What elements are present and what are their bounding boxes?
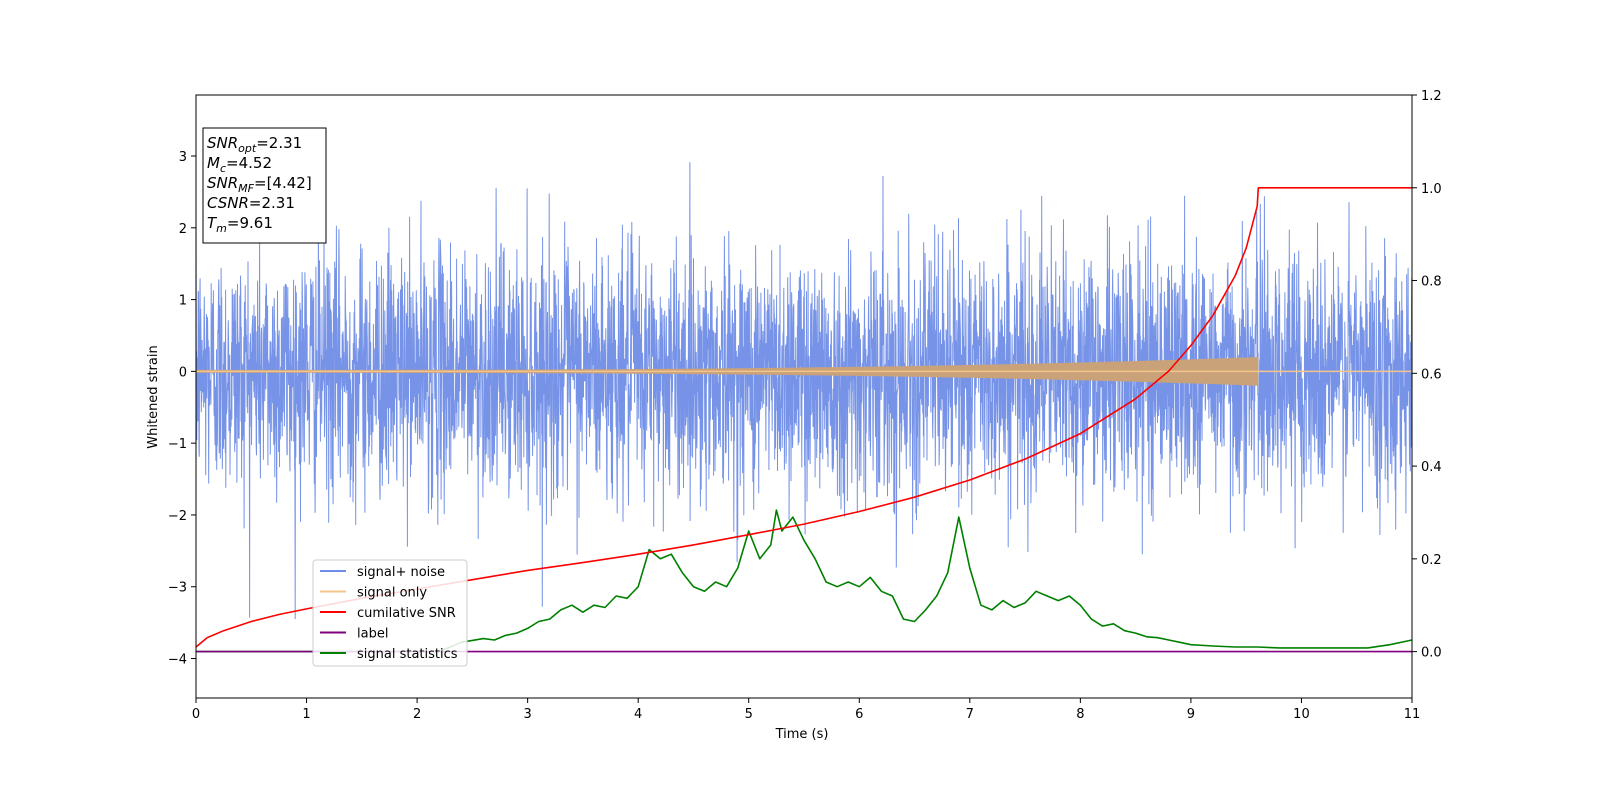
info-box-symbol: T <box>207 214 218 232</box>
x-tick-label: 10 <box>1293 707 1310 722</box>
legend: signal+ noise signal only cumilative SNR la… <box>312 559 468 667</box>
x-tick-label: 1 <box>302 707 310 722</box>
x-tick-label: 6 <box>855 707 863 722</box>
info-box-symbol: M <box>207 154 220 172</box>
legend-entry-label: signal statistics <box>357 647 458 662</box>
info-box-value: =9.61 <box>227 214 273 232</box>
legend-entry-label: cumilative SNR <box>357 606 456 621</box>
y2-tick-label: 0.6 <box>1421 367 1442 382</box>
y-tick-label: −3 <box>168 581 187 596</box>
x-tick-label: 9 <box>1187 707 1195 722</box>
signal-statistics-line <box>196 509 1413 653</box>
y-axis-label: Whitened strain <box>146 345 161 448</box>
y-tick-label: 0 <box>179 365 187 380</box>
info-box-value: =2.31 <box>256 134 302 152</box>
info-box-symbol: CSNR <box>207 194 249 212</box>
info-box-line: CSNR=2.31 <box>207 194 295 212</box>
info-box-line: SNRopt=2.31 <box>207 134 302 155</box>
y2-tick-label: 0.0 <box>1421 646 1442 661</box>
x-tick-label: 2 <box>413 707 421 722</box>
x-tick-label: 8 <box>1076 707 1084 722</box>
info-box-line: Mc=4.52 <box>207 154 272 175</box>
y-tick-label: −4 <box>168 653 187 668</box>
y-tick-label: 3 <box>179 150 187 165</box>
y-tick-label: −1 <box>168 437 187 452</box>
y2-tick-label: 0.8 <box>1421 275 1442 290</box>
x-tick-label: 4 <box>634 707 642 722</box>
legend-entry-label: signal+ noise <box>357 565 445 580</box>
y2-tick-label: 0.2 <box>1421 553 1442 568</box>
cumulative-snr-line <box>195 187 1412 648</box>
x-axis-label: Time (s) <box>775 727 829 742</box>
plot-frame <box>195 94 1413 699</box>
info-box-value: =[4.42] <box>254 174 312 192</box>
info-box-line: SNRMF=[4.42] <box>207 174 312 195</box>
x-tick-label: 0 <box>192 707 200 722</box>
legend-frame <box>312 559 468 667</box>
y-tick-label: 1 <box>179 294 187 309</box>
y2-tick-label: 1.2 <box>1421 89 1442 104</box>
info-box-subscript: c <box>220 162 226 175</box>
y2-tick-label: 1.0 <box>1421 182 1442 197</box>
x-tick-label: 7 <box>966 707 974 722</box>
info-box-line: Tm=9.61 <box>207 214 273 235</box>
x-tick-label: 3 <box>523 707 531 722</box>
series-cumulative-snr <box>195 187 1412 648</box>
legend-entry-label: label <box>357 627 388 642</box>
series-signal-statistics <box>196 509 1413 653</box>
legend-entry-label: signal only <box>357 586 427 601</box>
y-tick-label: 2 <box>179 222 187 237</box>
info-box-value: =4.52 <box>226 154 272 172</box>
series-signal-only <box>196 357 1412 386</box>
info-box-frame <box>202 127 327 244</box>
y-tick-label: −2 <box>168 509 187 524</box>
x-axis: 0 1 2 3 4 5 6 7 8 9 10 11 <box>192 698 1420 722</box>
info-box-subscript: m <box>216 222 227 235</box>
y2-tick-label: 0.4 <box>1421 460 1442 475</box>
y-axis: −4 −3 −2 −1 0 1 2 3 <box>168 150 196 668</box>
x-tick-label: 5 <box>745 707 753 722</box>
info-box-subscript: MF <box>238 182 254 195</box>
info-box-subscript: opt <box>238 142 257 155</box>
info-box-value: =2.31 <box>249 194 295 212</box>
y2-axis: 0.0 0.2 0.4 0.6 0.8 1.0 1.2 <box>1412 89 1442 661</box>
info-box: SNRopt=2.31Mc=4.52SNRMF=[4.42]CSNR=2.31T… <box>202 127 327 244</box>
info-box-symbol: SNR <box>207 174 238 192</box>
x-tick-label: 11 <box>1404 707 1421 722</box>
info-box-symbol: SNR <box>207 134 238 152</box>
